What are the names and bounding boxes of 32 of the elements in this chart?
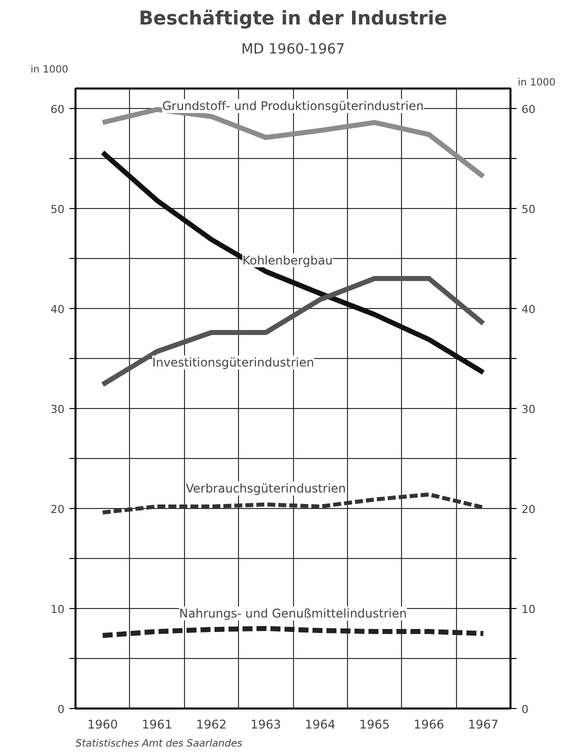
x-tick-label: 1963 — [250, 718, 282, 732]
y2-tick-label: 50 — [522, 203, 536, 216]
series-label: Nahrungs- und Genußmittelindustrien — [179, 606, 407, 620]
x-tick-label: 1966 — [414, 718, 444, 732]
x-tick-label: 1960 — [87, 718, 118, 732]
y2-tick-label: 0 — [522, 703, 528, 716]
x-tick-label: 1965 — [359, 718, 390, 732]
y2-tick-label: 10 — [522, 603, 536, 616]
series-label: Kohlenbergbau — [242, 253, 333, 268]
y2-tick-label: 40 — [522, 303, 536, 316]
y-tick-label: 60 — [50, 103, 65, 116]
x-tick-label: 1964 — [304, 718, 336, 732]
y-tick-label: 20 — [50, 503, 65, 516]
series-label: Verbrauchsgüterindustrien — [186, 482, 346, 496]
y-tick-label: 0 — [58, 703, 64, 716]
y2-tick-label: 20 — [522, 503, 536, 516]
y-tick-label: 40 — [50, 303, 65, 316]
chart-subtitle: MD 1960-1967 — [241, 42, 345, 58]
y-axis-title: in 1000 — [30, 64, 68, 76]
x-tick-label: 1967 — [468, 718, 499, 732]
text: Statistisches Amt des Saarlandes — [76, 738, 242, 750]
y-tick-label: 30 — [50, 403, 65, 416]
y2-tick-label: 30 — [522, 403, 536, 416]
y-tick-label: 10 — [50, 603, 65, 616]
y2-tick-label: 60 — [522, 103, 536, 116]
y2-axis-title: in 1000 — [518, 78, 556, 88]
series-label: Grundstoff- und Produktionsgüterindustrien — [162, 99, 424, 113]
series-label: Investitionsgüterindustrien — [152, 356, 314, 370]
x-tick-label: 1961 — [142, 718, 172, 732]
y-tick-label: 50 — [50, 203, 65, 216]
chart-title: Beschäftigte in der Industrie — [138, 8, 448, 30]
x-tick-label: 1962 — [196, 718, 227, 732]
